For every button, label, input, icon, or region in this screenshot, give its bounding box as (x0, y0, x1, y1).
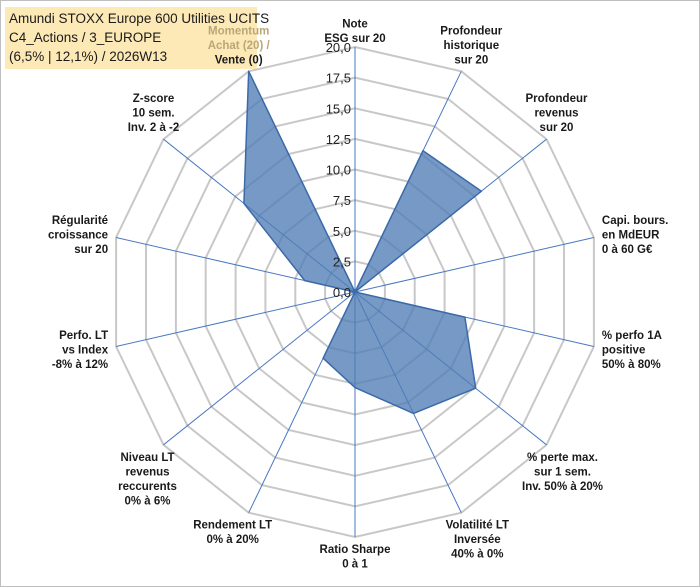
tick-label: 0,0 (333, 285, 351, 300)
spoke-3 (354, 237, 595, 293)
axis-label-7: Ratio Sharpe 0 à 1 (320, 544, 391, 571)
axis-label-10: Perfo. LT vs Index -8% à 12% (52, 330, 109, 371)
axis-label-0: Note ESG sur 20 (324, 19, 385, 46)
axis-label-line: Régularité (52, 215, 108, 227)
axis-label-line: reccurents (118, 481, 177, 493)
axis-label-line: Perfo. LT (59, 330, 108, 342)
radar-series (243, 70, 483, 415)
tick-label: 15,0 (326, 101, 351, 116)
axis-label-line: sur 20 (454, 54, 488, 66)
axis-label-line: 0% à 20% (206, 534, 258, 546)
axis-label-line: Vente (0) (215, 54, 263, 66)
axis-label-line: Volatilité LT (446, 520, 509, 532)
axis-label-line: Ratio Sharpe (320, 544, 391, 556)
axis-label-line: Profondeur (440, 25, 502, 37)
axis-label-line: 10 sem. (132, 108, 174, 120)
axis-label-line: sur 1 sem. (534, 466, 591, 478)
spoke-9 (163, 291, 356, 446)
axis-label-13: Momentum Achat (20) / Vente (0) (208, 25, 271, 66)
axis-label-line: vs Index (62, 345, 109, 357)
tick-label: 17,5 (326, 71, 351, 86)
axis-label-4: % perfo 1A positive 50% à 80% (602, 330, 662, 371)
axis-label-line: Momentum (208, 25, 269, 37)
tick-label: 7,5 (333, 193, 351, 208)
radar-axis-labels: Note ESG sur 20 Profondeur historique sur 20… (48, 19, 668, 571)
axis-label-line: 0% à 6% (124, 495, 170, 507)
axis-label-line: % perfo 1A (602, 330, 662, 342)
chart-title-line-3: (6,5% | 12,1%) / 2026W13 (9, 49, 168, 64)
tick-label: 10,0 (326, 163, 351, 178)
axis-label-5: % perte max. sur 1 sem. Inv. 50% à 20% (522, 452, 603, 493)
tick-label: 12,5 (326, 132, 351, 147)
axis-label-line: 40% à 0% (451, 549, 503, 561)
axis-label-3: Capi. bours. en MdEUR 0 à 60 G€ (602, 215, 668, 256)
axis-label-line: 0 à 60 G€ (602, 244, 653, 256)
axis-label-11: Régularité croissance sur 20 (48, 215, 108, 256)
axis-label-line: Achat (20) / (208, 40, 271, 52)
axis-label-line: 50% à 80% (602, 359, 661, 371)
spoke-10 (115, 291, 356, 347)
axis-label-line: -8% à 12% (52, 359, 108, 371)
radar-tick-labels: 0,0 2,5 5,0 7,5 10,0 12,5 15,0 17,5 20,0 (326, 40, 351, 300)
axis-label-line: ESG sur 20 (324, 33, 385, 45)
axis-label-6: Volatilité LT Inversée 40% à 0% (446, 520, 509, 561)
axis-label-line: sur 20 (540, 122, 574, 134)
axis-label-line: % perte max. (527, 452, 598, 464)
tick-label: 5,0 (333, 224, 351, 239)
axis-label-2: Profondeur revenus sur 20 (526, 93, 588, 134)
axis-label-line: Inv. 2 à -2 (128, 122, 180, 134)
series-polygon (243, 70, 483, 415)
tick-label: 2,5 (333, 254, 351, 269)
axis-label-line: Inv. 50% à 20% (522, 481, 603, 493)
axis-label-line: Note (342, 19, 368, 31)
axis-label-line: Rendement LT (193, 520, 272, 532)
axis-label-line: Profondeur (526, 93, 588, 105)
axis-label-line: Inversée (454, 534, 501, 546)
chart-title-line-2: C4_Actions / 3_EUROPE (9, 30, 162, 45)
axis-label-1: Profondeur historique sur 20 (440, 25, 502, 66)
axis-label-line: en MdEUR (602, 229, 660, 241)
chart-title-box: Amundi STOXX Europe 600 Utilities UCITS … (5, 7, 269, 69)
chart-title-line-1: Amundi STOXX Europe 600 Utilities UCITS (9, 11, 270, 26)
axis-label-8: Rendement LT 0% à 20% (193, 520, 272, 547)
axis-label-line: historique (444, 40, 500, 52)
axis-label-line: revenus (125, 466, 169, 478)
tick-label: 20,0 (326, 40, 351, 55)
axis-label-line: positive (602, 345, 645, 357)
axis-label-line: croissance (48, 229, 108, 241)
axis-label-line: Z-score (133, 93, 175, 105)
axis-label-line: sur 20 (74, 244, 108, 256)
axis-label-line: Capi. bours. (602, 215, 668, 227)
axis-label-line: 0 à 1 (342, 559, 368, 571)
axis-label-9: Niveau LT revenus reccurents 0% à 6% (118, 452, 177, 508)
axis-label-line: Niveau LT (120, 452, 174, 464)
axis-label-12: Z-score 10 sem. Inv. 2 à -2 (128, 93, 180, 134)
axis-label-line: revenus (534, 108, 578, 120)
